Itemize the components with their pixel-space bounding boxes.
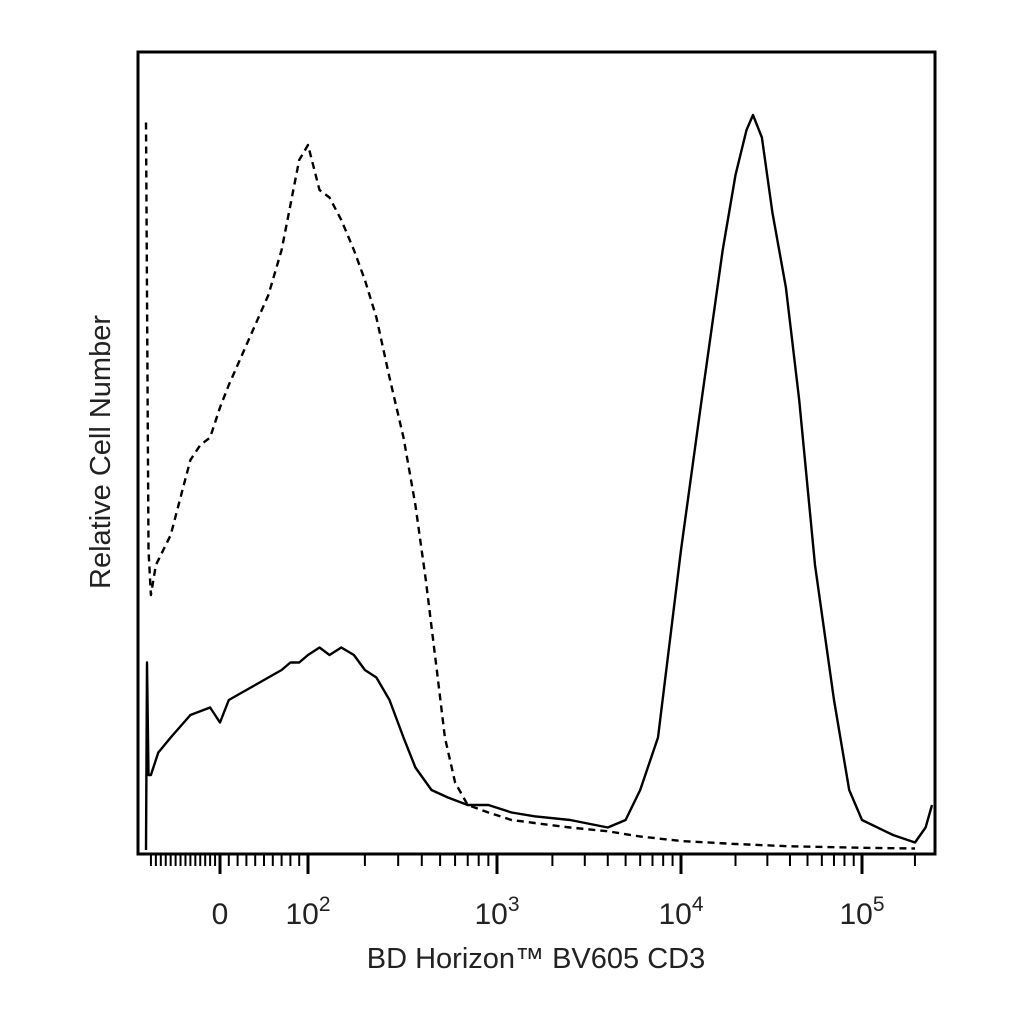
x-tick-label: 104 [658, 893, 703, 931]
x-axis-label: BD Horizon™ BV605 CD3 [367, 943, 705, 975]
x-tick-label: 103 [474, 893, 519, 931]
minor-tick-marks [149, 854, 916, 866]
plot-frame [136, 50, 937, 856]
series-layer [144, 113, 934, 851]
x-tick-label: 102 [285, 893, 330, 931]
series-solid-line [144, 113, 934, 851]
x-tick-label: 105 [839, 893, 884, 931]
x-tick-labels: 0 102 103 104 105 [212, 893, 885, 931]
x-tick-label: 0 [212, 898, 229, 931]
y-axis-label: Relative Cell Number [85, 315, 117, 589]
major-tick-marks [218, 854, 864, 874]
series-dashed-line [144, 122, 916, 850]
